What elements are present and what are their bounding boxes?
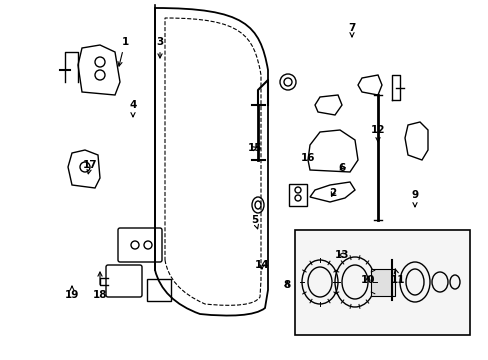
Text: 16: 16 bbox=[300, 153, 315, 163]
Text: 15: 15 bbox=[247, 143, 262, 153]
Text: 18: 18 bbox=[93, 272, 107, 300]
Text: 19: 19 bbox=[65, 286, 79, 300]
Text: 6: 6 bbox=[338, 163, 345, 173]
Text: 13: 13 bbox=[334, 250, 348, 260]
Text: 14: 14 bbox=[254, 260, 269, 270]
Text: 3: 3 bbox=[156, 37, 163, 58]
Text: 1: 1 bbox=[118, 37, 128, 66]
Text: 4: 4 bbox=[129, 100, 137, 117]
Text: 5: 5 bbox=[251, 215, 258, 229]
FancyBboxPatch shape bbox=[370, 269, 394, 296]
Text: 9: 9 bbox=[410, 190, 418, 207]
Text: 2: 2 bbox=[329, 188, 336, 198]
Text: 7: 7 bbox=[347, 23, 355, 37]
FancyBboxPatch shape bbox=[294, 230, 469, 335]
Text: 8: 8 bbox=[283, 280, 290, 290]
Text: 17: 17 bbox=[82, 160, 97, 174]
Text: 12: 12 bbox=[370, 125, 385, 142]
Text: 11: 11 bbox=[390, 269, 405, 285]
Text: 10: 10 bbox=[360, 275, 374, 285]
